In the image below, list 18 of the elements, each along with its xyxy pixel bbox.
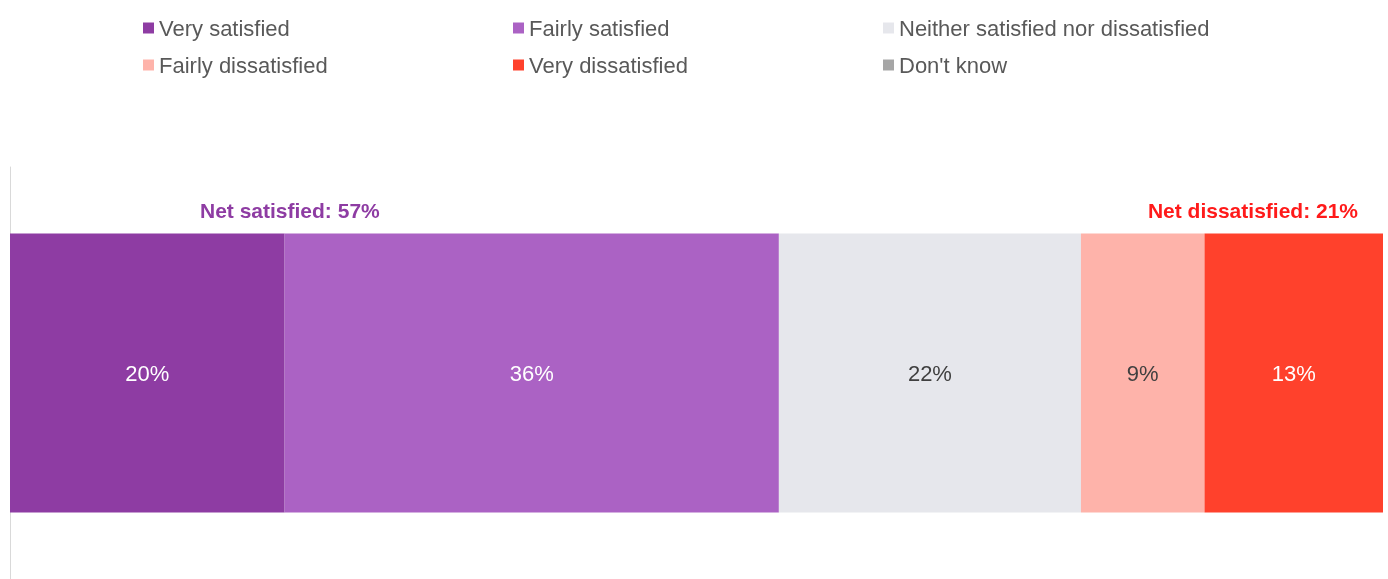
legend-label: Fairly satisfied <box>529 15 670 41</box>
data-label: 20% <box>125 360 170 386</box>
legend-label: Don't know <box>899 52 1008 78</box>
bar <box>778 233 1081 513</box>
data-label: 13% <box>1271 360 1316 386</box>
bar <box>10 233 285 513</box>
bar <box>284 233 779 513</box>
text: Net satisfied: 57% <box>200 199 381 222</box>
legend-label: Very dissatisfied <box>529 52 688 78</box>
data-label: 9% <box>1126 360 1159 386</box>
data-label: 22% <box>907 360 952 386</box>
bar <box>1204 233 1383 513</box>
legend-label: Neither satisfied nor dissatisfied <box>899 15 1210 41</box>
data-label: 36% <box>509 360 554 386</box>
legend-label: Fairly dissatisfied <box>159 52 328 78</box>
legend-label: Very satisfied <box>159 15 290 41</box>
bar <box>1080 233 1205 513</box>
text: Net dissatisfied: 21% <box>1147 199 1359 222</box>
